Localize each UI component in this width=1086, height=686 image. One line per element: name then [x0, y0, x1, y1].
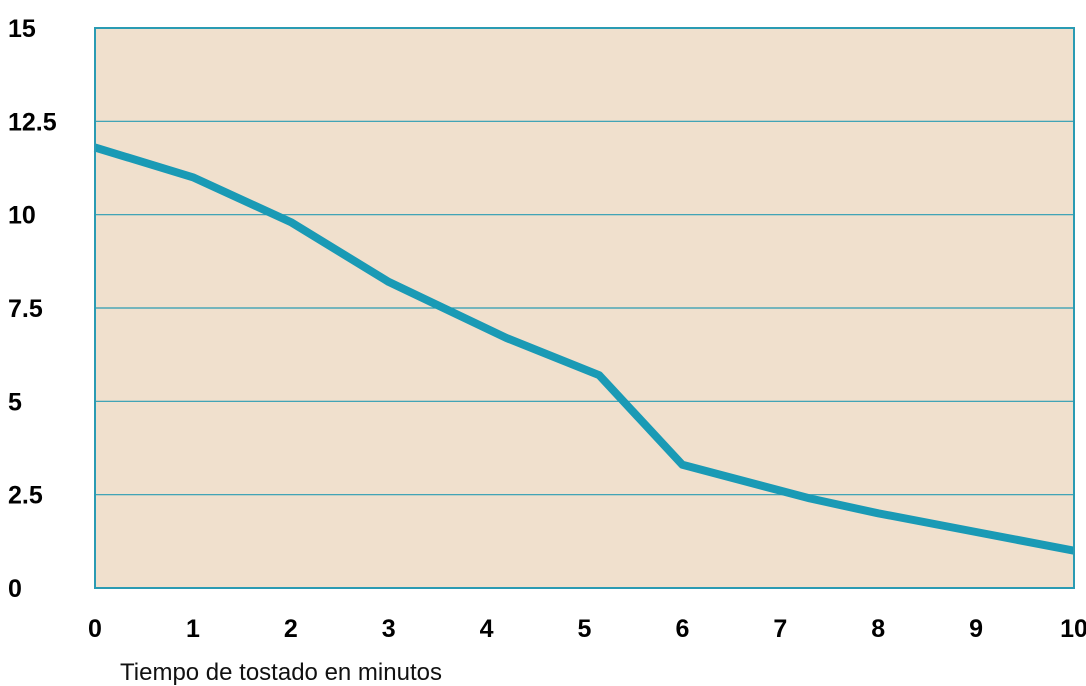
series-line-0 — [93, 143, 1075, 555]
x-tick-label-10: 10 — [1060, 615, 1086, 643]
y-axis-tick-labels: 0 2.5 5 7.5 10 12.5 15 — [8, 15, 57, 603]
gridlines — [95, 120, 1074, 496]
y-tick-label-5: 5 — [8, 388, 22, 416]
x-tick-label-6: 6 — [675, 615, 689, 643]
x-tick-label-7: 7 — [773, 615, 787, 643]
x-tick-label-4: 4 — [480, 615, 494, 643]
x-axis-tick-labels: 0 1 2 3 4 5 6 7 8 9 10 — [88, 615, 1086, 643]
x-tick-label-9: 9 — [969, 615, 983, 643]
y-tick-label-7.5: 7.5 — [8, 295, 43, 323]
x-tick-label-5: 5 — [578, 615, 592, 643]
y-tick-label-10: 10 — [8, 202, 36, 230]
y-tick-label-12.5: 12.5 — [8, 108, 57, 136]
x-tick-label-8: 8 — [871, 615, 885, 643]
x-tick-label-1: 1 — [186, 615, 200, 643]
x-tick-label-3: 3 — [382, 615, 396, 643]
x-tick-label-0: 0 — [88, 615, 102, 643]
y-tick-label-0: 0 — [8, 575, 22, 603]
x-axis-title: Tiempo de tostado en minutos — [120, 659, 442, 686]
y-tick-label-2.5: 2.5 — [8, 482, 43, 510]
series-layer — [93, 143, 1075, 555]
y-tick-label-15: 15 — [8, 15, 36, 43]
x-tick-label-2: 2 — [284, 615, 298, 643]
plot-frame — [94, 27, 1075, 589]
